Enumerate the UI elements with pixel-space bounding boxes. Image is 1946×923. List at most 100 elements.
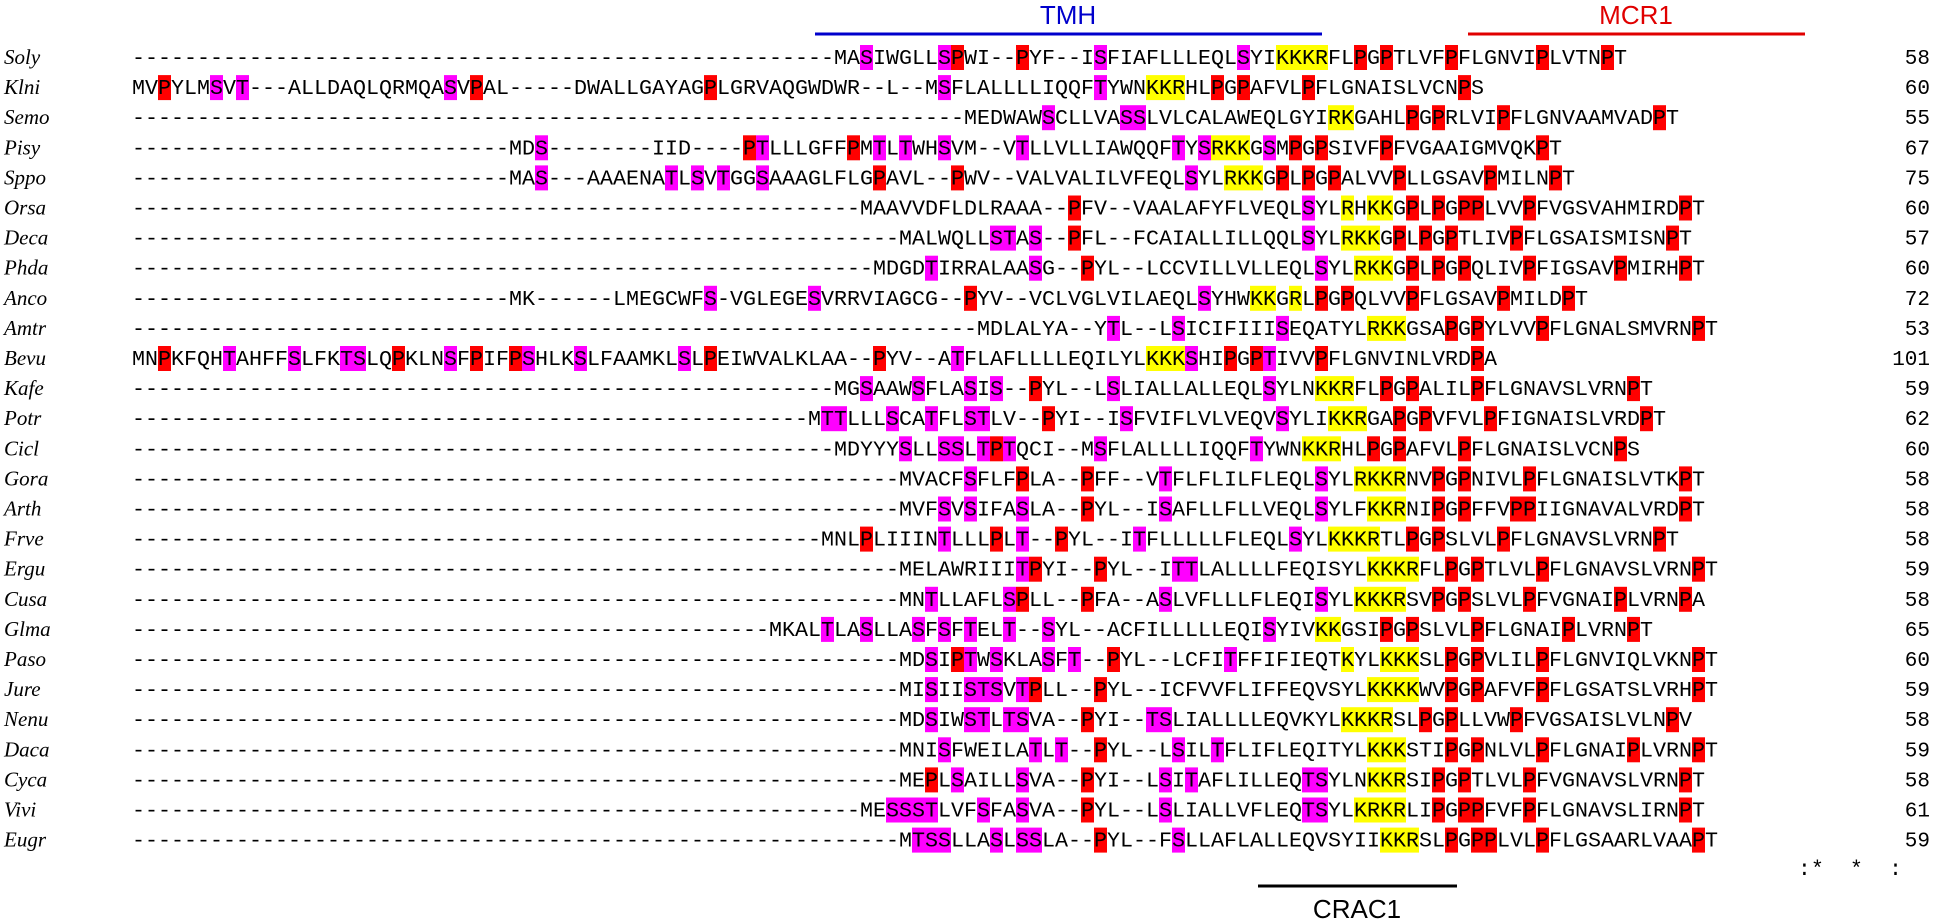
residue-highlight [990, 436, 1003, 462]
residue-highlight [1016, 526, 1029, 552]
residue-highlight [964, 466, 977, 492]
residue-highlight [990, 647, 1003, 672]
residue-highlight [1315, 496, 1328, 522]
crac1-label: CRAC1 [1313, 894, 1401, 923]
residue-highlight [1042, 647, 1055, 672]
residue-highlight [886, 797, 899, 823]
alignment-row: Ergu ------------------------------------… [3, 556, 1930, 583]
residue-highlight [678, 346, 691, 371]
residue-highlight [1536, 677, 1549, 703]
residue-highlight [1458, 466, 1471, 492]
residue-highlight [1445, 707, 1458, 733]
residue-highlight [1159, 75, 1172, 101]
residue-highlight [1055, 737, 1068, 763]
residue-highlight [1536, 827, 1549, 853]
residue-highlight [899, 135, 912, 161]
residue-highlight [1315, 376, 1328, 402]
sequence-residues: ----------------------------------------… [132, 377, 1653, 402]
alignment-row: Paso ------------------------------------… [3, 647, 1930, 673]
residue-highlight [1367, 225, 1380, 251]
residue-highlight [1172, 556, 1185, 582]
residue-highlight [1029, 827, 1042, 853]
residue-highlight [964, 677, 977, 703]
residue-highlight [1679, 586, 1692, 612]
residue-highlight [1614, 586, 1627, 612]
residue-highlight [1393, 315, 1406, 341]
residue-highlight [1458, 496, 1471, 522]
residue-highlight [1380, 586, 1393, 612]
residue-highlight [691, 165, 704, 191]
end-position-number: 60 [1905, 199, 1930, 222]
residue-highlight [1484, 406, 1497, 432]
residue-highlight [1172, 75, 1185, 101]
residue-highlight [1068, 225, 1081, 251]
residue-highlight [847, 135, 860, 161]
sequence-residues: ----------------------------------------… [132, 227, 1692, 252]
residue-highlight [1367, 707, 1380, 733]
residue-highlight [899, 797, 912, 823]
alignment-row: Vivi ------------------------------------… [4, 797, 1930, 824]
residue-highlight [1029, 255, 1042, 281]
residue-highlight [1315, 255, 1328, 281]
residue-highlight [1354, 526, 1367, 552]
residue-highlight [1432, 767, 1445, 793]
residue-highlight [1354, 225, 1367, 251]
residue-highlight [977, 797, 990, 823]
residue-highlight [717, 165, 730, 191]
residue-highlight [1380, 376, 1393, 402]
end-position-number: 58 [1905, 590, 1930, 613]
residue-highlight [1328, 526, 1341, 552]
end-position-number: 59 [1905, 560, 1930, 583]
residue-highlight [1341, 526, 1354, 552]
residue-highlight [1003, 225, 1016, 251]
residue-highlight [1107, 315, 1120, 341]
conservation-line: :* * : *** : *::* . :: * [132, 857, 1946, 882]
alignment-row: Frve ------------------------------------… [3, 526, 1930, 553]
alignment-row: Pisy -----------------------------MDS----… [3, 135, 1930, 161]
residue-highlight [1354, 707, 1367, 733]
residue-highlight [1380, 647, 1393, 672]
residue-highlight [808, 285, 821, 311]
residue-highlight [964, 376, 977, 402]
residue-highlight [1159, 707, 1172, 733]
residue-highlight [1484, 827, 1497, 853]
residue-highlight [1666, 225, 1679, 251]
residue-highlight [1003, 586, 1016, 612]
residue-highlight [1614, 436, 1627, 462]
alignment-row: Soly ------------------------------------… [4, 45, 1930, 71]
residue-highlight [1185, 346, 1198, 371]
species-label: Amtr [2, 316, 47, 340]
residue-highlight [1029, 677, 1042, 703]
residue-highlight [1536, 45, 1549, 70]
residue-highlight [1081, 767, 1094, 793]
residue-highlight [1133, 105, 1146, 131]
residue-highlight [1367, 315, 1380, 341]
residue-highlight [1250, 436, 1263, 462]
residue-highlight [1289, 526, 1302, 552]
alignment-row: Deca ------------------------------------… [3, 225, 1930, 252]
residue-highlight [1393, 647, 1406, 672]
residue-highlight [1315, 767, 1328, 793]
residue-highlight [1380, 677, 1393, 703]
sequence-residues: -----------------------------MK------LME… [132, 287, 1588, 312]
species-label: Eugr [3, 828, 47, 852]
residue-highlight [535, 165, 548, 191]
residue-highlight [1367, 797, 1380, 823]
residue-highlight [951, 436, 964, 462]
residue-highlight [1445, 647, 1458, 672]
end-position-number: 65 [1905, 620, 1930, 643]
residue-highlight [1081, 586, 1094, 612]
residue-highlight [1523, 195, 1536, 221]
residue-highlight [1172, 135, 1185, 161]
residue-highlight [353, 346, 366, 371]
residue-highlight [821, 616, 834, 642]
residue-highlight [392, 346, 405, 371]
residue-highlight [1471, 677, 1484, 703]
residue-highlight [1406, 827, 1419, 853]
residue-highlight [1679, 466, 1692, 492]
residue-highlight [1536, 135, 1549, 161]
residue-highlight [951, 767, 964, 793]
residue-highlight [1393, 767, 1406, 793]
residue-highlight [1523, 586, 1536, 612]
